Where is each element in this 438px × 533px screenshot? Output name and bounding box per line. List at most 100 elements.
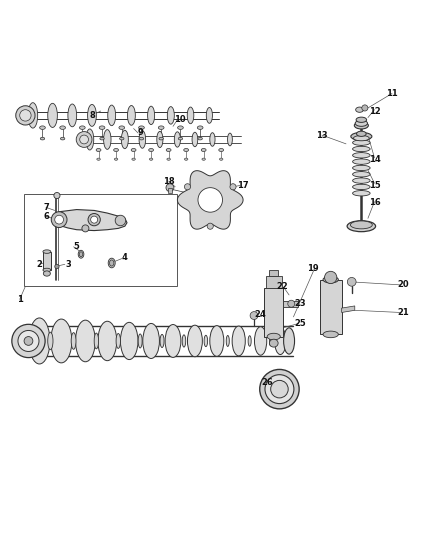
Ellipse shape	[269, 336, 272, 346]
Ellipse shape	[202, 158, 205, 160]
Ellipse shape	[78, 251, 84, 258]
Text: 5: 5	[74, 243, 80, 251]
Ellipse shape	[187, 107, 194, 124]
Ellipse shape	[121, 130, 128, 149]
Ellipse shape	[139, 138, 144, 140]
Text: 16: 16	[369, 198, 380, 207]
Circle shape	[76, 132, 92, 147]
Ellipse shape	[108, 105, 116, 126]
Ellipse shape	[232, 326, 245, 356]
Text: 14: 14	[369, 155, 380, 164]
Circle shape	[265, 375, 294, 403]
Ellipse shape	[353, 159, 370, 164]
Ellipse shape	[139, 131, 145, 148]
Text: 17: 17	[237, 181, 249, 190]
Circle shape	[82, 225, 89, 232]
Text: 11: 11	[386, 89, 398, 98]
Ellipse shape	[43, 271, 50, 276]
Ellipse shape	[79, 252, 83, 257]
Text: 4: 4	[122, 253, 128, 262]
Ellipse shape	[353, 146, 370, 152]
Circle shape	[347, 278, 356, 286]
Text: 8: 8	[89, 111, 95, 120]
Ellipse shape	[248, 336, 251, 346]
Circle shape	[362, 105, 368, 111]
Ellipse shape	[160, 334, 164, 348]
Ellipse shape	[226, 335, 230, 346]
Ellipse shape	[351, 133, 372, 140]
Ellipse shape	[127, 106, 135, 125]
Ellipse shape	[114, 158, 118, 160]
Circle shape	[91, 216, 98, 223]
Ellipse shape	[210, 133, 215, 146]
Ellipse shape	[323, 331, 338, 338]
Circle shape	[184, 184, 191, 190]
Ellipse shape	[192, 132, 198, 147]
Circle shape	[12, 324, 45, 358]
Ellipse shape	[350, 221, 372, 229]
Ellipse shape	[275, 327, 286, 354]
Circle shape	[55, 264, 59, 269]
Polygon shape	[342, 306, 355, 312]
Ellipse shape	[28, 103, 38, 128]
Ellipse shape	[354, 122, 368, 129]
Ellipse shape	[219, 158, 223, 160]
Circle shape	[20, 110, 31, 121]
Text: 26: 26	[261, 378, 273, 387]
Circle shape	[166, 184, 174, 191]
Ellipse shape	[228, 133, 233, 146]
Ellipse shape	[40, 138, 45, 140]
Ellipse shape	[149, 158, 153, 160]
Ellipse shape	[347, 221, 375, 232]
Ellipse shape	[116, 334, 120, 349]
Ellipse shape	[353, 191, 370, 196]
Circle shape	[55, 215, 64, 224]
Ellipse shape	[201, 149, 206, 151]
Ellipse shape	[48, 332, 53, 350]
Ellipse shape	[353, 152, 370, 158]
Ellipse shape	[356, 117, 367, 123]
Circle shape	[250, 312, 258, 319]
Ellipse shape	[219, 149, 223, 151]
Ellipse shape	[187, 325, 202, 357]
Ellipse shape	[165, 325, 181, 358]
Ellipse shape	[356, 107, 364, 112]
Text: 24: 24	[255, 310, 266, 319]
Ellipse shape	[353, 135, 369, 141]
Ellipse shape	[100, 138, 104, 140]
Ellipse shape	[184, 149, 188, 151]
Bar	[24, 194, 177, 286]
Ellipse shape	[159, 138, 163, 140]
Text: 3: 3	[65, 260, 71, 269]
Ellipse shape	[29, 318, 50, 364]
Ellipse shape	[96, 149, 101, 151]
Ellipse shape	[71, 333, 76, 349]
Ellipse shape	[75, 320, 95, 362]
Polygon shape	[283, 301, 298, 307]
Ellipse shape	[323, 276, 338, 283]
Ellipse shape	[167, 158, 170, 160]
Text: 21: 21	[397, 308, 409, 317]
Bar	[266, 276, 282, 288]
Text: 10: 10	[174, 115, 185, 124]
Text: 22: 22	[277, 282, 288, 290]
Circle shape	[80, 135, 88, 144]
Ellipse shape	[143, 324, 159, 359]
Circle shape	[230, 184, 236, 190]
Ellipse shape	[80, 138, 85, 140]
Ellipse shape	[204, 335, 208, 346]
Ellipse shape	[119, 126, 124, 130]
Ellipse shape	[110, 260, 114, 266]
Circle shape	[288, 300, 295, 307]
Circle shape	[24, 336, 33, 345]
Text: 18: 18	[163, 176, 174, 185]
Ellipse shape	[60, 138, 65, 140]
Bar	[264, 288, 283, 336]
Text: 25: 25	[294, 319, 306, 328]
Circle shape	[18, 330, 39, 351]
Ellipse shape	[120, 322, 138, 360]
Ellipse shape	[148, 149, 153, 151]
Circle shape	[16, 106, 35, 125]
Ellipse shape	[353, 140, 370, 146]
Circle shape	[51, 212, 67, 228]
